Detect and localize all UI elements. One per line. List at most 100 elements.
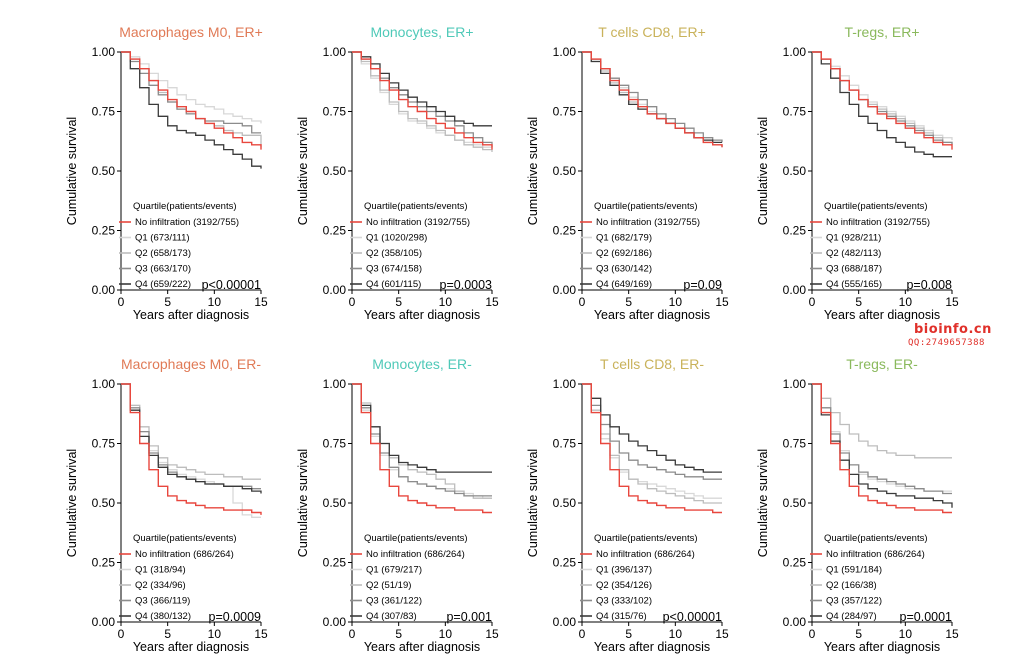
curve-q3 [582, 51, 723, 143]
x-tick-label: 0 [349, 295, 356, 309]
panel-title: T cells CD8, ER+ [598, 24, 706, 40]
x-axis-label: Years after diagnosis [364, 640, 480, 654]
panel-title: T-regs, ER+ [844, 24, 919, 40]
legend-label: Q2 (354/126) [596, 580, 652, 591]
legend-label: Q3 (630/142) [596, 264, 652, 275]
x-tick-label: 5 [164, 295, 171, 309]
legend-label: Q1 (591/184) [826, 565, 882, 576]
y-tick-label: 0.25 [92, 224, 116, 238]
legend-label: No infiltration (3192/755) [826, 217, 930, 228]
x-tick-label: 15 [254, 295, 268, 309]
panel-title: T cells CD8, ER- [600, 356, 704, 372]
p-value: p=0.008 [906, 278, 952, 292]
y-tick-label: 0.50 [92, 164, 116, 178]
x-axis-label: Years after diagnosis [824, 308, 940, 322]
y-axis-label: Cumulative survival [296, 117, 310, 225]
legend-label: Q4 (307/83) [366, 611, 417, 622]
y-tick-label: 0.25 [323, 556, 347, 570]
x-axis-label: Years after diagnosis [824, 640, 940, 654]
y-tick-label: 0.25 [323, 224, 347, 238]
legend-title: Quartile(patients/events) [824, 201, 928, 212]
x-tick-label: 5 [855, 295, 862, 309]
legend-label: No infiltration (686/264) [366, 549, 465, 560]
x-tick-label: 10 [899, 295, 913, 309]
y-tick-label: 0.50 [783, 164, 807, 178]
curve-q2 [352, 383, 492, 499]
x-tick-label: 15 [945, 627, 959, 641]
legend-label: Q4 (284/97) [826, 611, 877, 622]
y-tick-label: 0.75 [553, 437, 577, 451]
legend-label: Q3 (357/122) [826, 596, 882, 607]
legend-label: Q2 (658/173) [135, 248, 191, 259]
y-tick-label: 0.25 [783, 224, 807, 238]
x-tick-label: 5 [164, 627, 171, 641]
p-value: p=0.0009 [209, 610, 262, 624]
p-value: p=0.09 [683, 278, 722, 292]
legend-label: Q1 (396/137) [596, 565, 652, 576]
y-tick-label: 0.00 [783, 283, 807, 297]
legend-label: Q1 (673/111) [135, 233, 190, 244]
y-axis-label: Cumulative survival [296, 449, 310, 557]
curve-q1 [812, 383, 952, 492]
legend-label: Q1 (682/179) [596, 233, 652, 244]
panel-title: Monocytes, ER- [372, 356, 472, 372]
curve-no-infiltration [582, 51, 723, 148]
x-tick-label: 15 [485, 295, 499, 309]
legend-title: Quartile(patients/events) [133, 533, 237, 544]
legend-label: Q1 (679/217) [366, 565, 422, 576]
x-tick-label: 10 [439, 627, 453, 641]
x-tick-label: 10 [669, 295, 683, 309]
curve-q4 [121, 383, 262, 494]
p-value: p=0.001 [446, 610, 492, 624]
y-tick-label: 0.75 [553, 105, 577, 119]
y-tick-label: 0.50 [553, 164, 577, 178]
x-tick-label: 0 [809, 627, 816, 641]
curve-q4 [582, 51, 722, 144]
curve-q1 [582, 383, 722, 499]
legend-label: Q4 (555/165) [826, 279, 882, 290]
legend-label: Q3 (663/170) [135, 264, 191, 275]
y-tick-label: 0.75 [783, 105, 807, 119]
y-tick-label: 0.25 [553, 556, 577, 570]
curve-q3 [582, 383, 722, 480]
x-tick-label: 5 [625, 627, 632, 641]
y-tick-label: 0.00 [553, 615, 577, 629]
curve-no-infiltration [352, 51, 493, 150]
y-tick-label: 0.00 [92, 615, 116, 629]
y-tick-label: 1.00 [783, 45, 807, 59]
x-axis-label: Years after diagnosis [364, 308, 480, 322]
curve-q4 [812, 383, 953, 508]
y-tick-label: 1.00 [92, 377, 116, 391]
curve-no-infiltration [812, 51, 953, 150]
legend-label: Q3 (333/102) [596, 596, 652, 607]
y-tick-label: 0.00 [323, 283, 347, 297]
y-tick-label: 1.00 [553, 377, 577, 391]
legend-title: Quartile(patients/events) [594, 533, 698, 544]
x-axis-label: Years after diagnosis [594, 640, 710, 654]
x-axis-label: Years after diagnosis [594, 308, 710, 322]
curve-no-infiltration [121, 383, 262, 515]
x-tick-label: 10 [899, 627, 913, 641]
curve-q4 [352, 383, 492, 473]
curve-no-infiltration [121, 51, 262, 150]
y-tick-label: 0.25 [553, 224, 577, 238]
y-axis-label: Cumulative survival [526, 117, 540, 225]
curve-q4 [352, 51, 492, 127]
curve-q4 [582, 383, 722, 473]
km-panel: Monocytes, ER- 0.00 0.25 0.50 0.75 1.00 0 5 10 15… [296, 356, 499, 654]
legend-label: Q2 (334/96) [135, 580, 186, 591]
y-tick-label: 0.00 [92, 283, 116, 297]
curve-q3 [352, 51, 493, 148]
x-tick-label: 15 [945, 295, 959, 309]
x-axis-label: Years after diagnosis [133, 640, 249, 654]
x-tick-label: 0 [118, 295, 125, 309]
curve-no-infiltration [582, 383, 722, 514]
legend-label: No infiltration (686/264) [826, 549, 925, 560]
legend-label: No infiltration (3192/755) [366, 217, 470, 228]
x-tick-label: 5 [395, 627, 402, 641]
y-tick-label: 0.75 [323, 437, 347, 451]
legend-title: Quartile(patients/events) [364, 201, 468, 212]
y-axis-label: Cumulative survival [65, 449, 79, 557]
p-value: p<0.00001 [663, 610, 722, 624]
